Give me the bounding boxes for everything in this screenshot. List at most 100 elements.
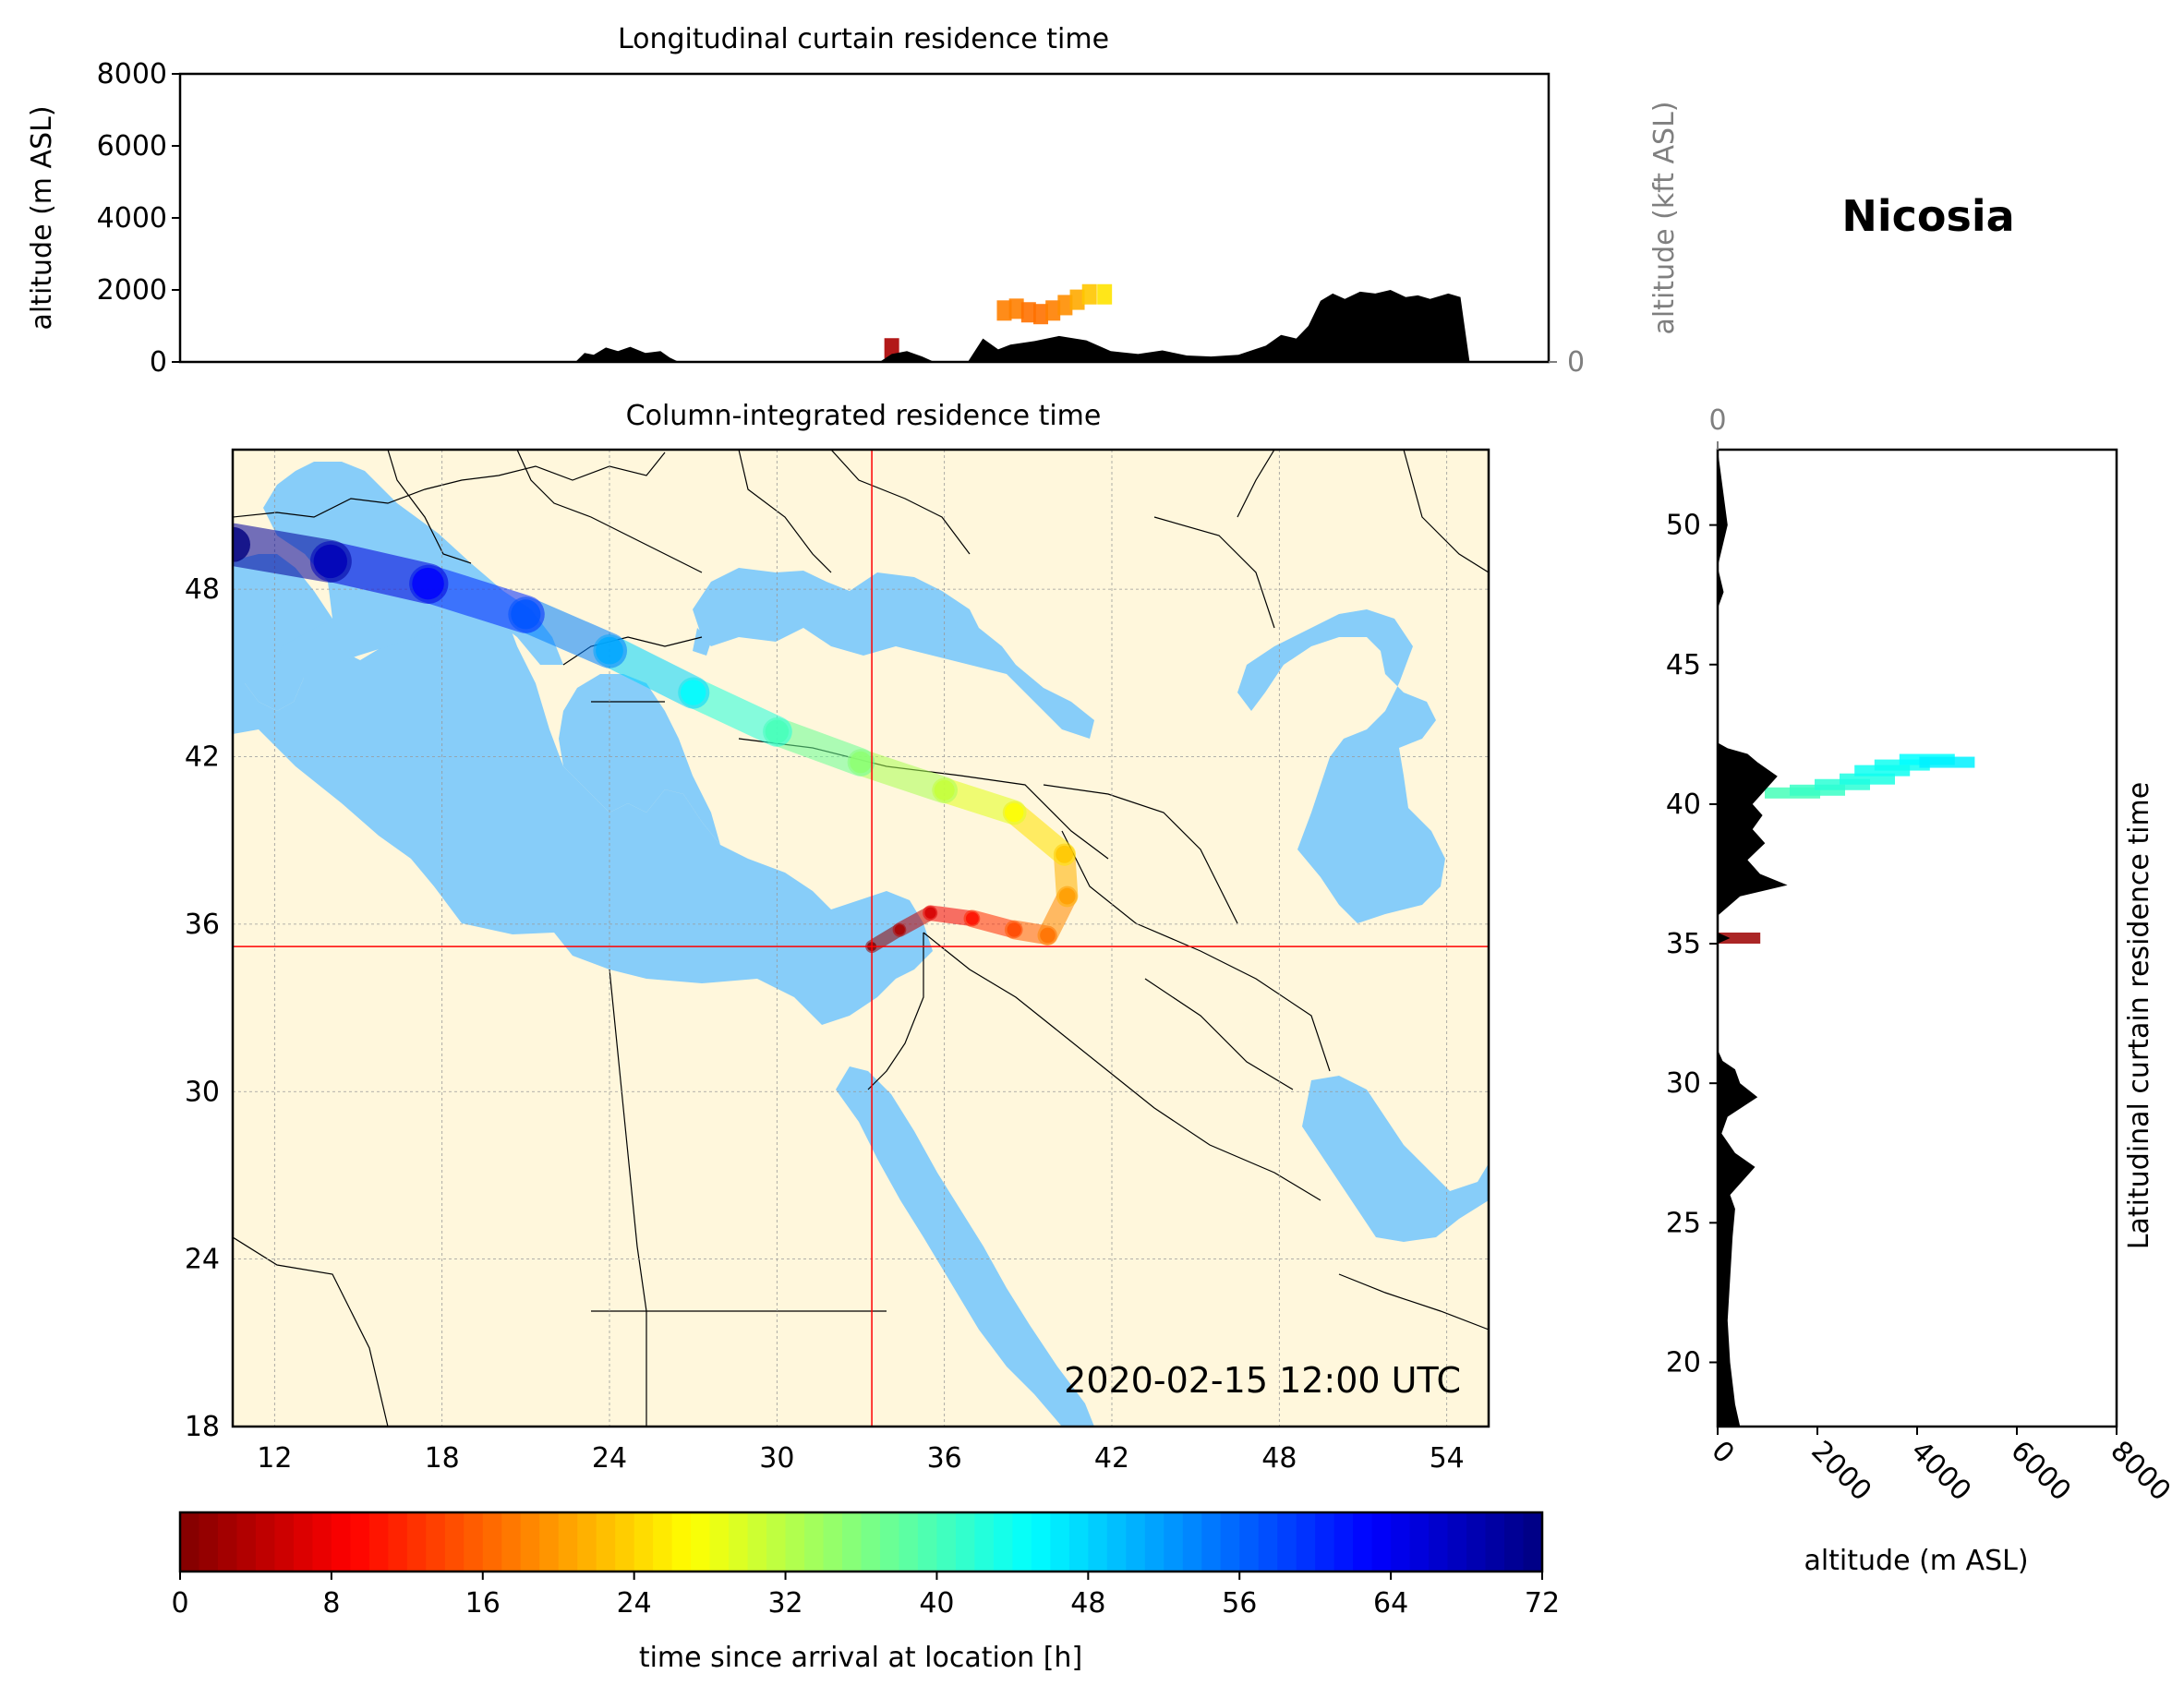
- colorbar-cell: [1182, 1512, 1202, 1572]
- latitudinal-plume-cell: [1919, 756, 1975, 768]
- colorbar-cell: [993, 1512, 1013, 1572]
- trajectory-point: [934, 779, 955, 801]
- latitudinal-secondary-x-axis: 050100: [1708, 404, 1727, 450]
- colorbar-cell: [426, 1512, 446, 1572]
- map-grid: [233, 450, 1489, 1427]
- trajectory-point: [894, 924, 905, 935]
- longitudinal-plume-cell: [1097, 283, 1113, 305]
- colorbar-cell: [1333, 1512, 1354, 1572]
- colorbar-cell: [823, 1512, 843, 1572]
- trajectory-plume: [233, 523, 1079, 954]
- map-longitude-tick-label: 36: [927, 1442, 962, 1475]
- trajectory-point: [924, 907, 936, 919]
- colorbar-cell: [1409, 1512, 1430, 1572]
- map-borders: [233, 450, 1489, 1427]
- longitudinal-y-axis-label: altitude (m ASL): [26, 105, 58, 330]
- latitudinal-plume-cell: [1840, 773, 1895, 785]
- latitudinal-y-tick-label: 45: [1666, 649, 1701, 681]
- red-sea: [836, 1066, 1094, 1427]
- trajectory-point: [1058, 887, 1076, 905]
- colorbar-cell: [464, 1512, 484, 1572]
- colorbar-cell: [539, 1512, 560, 1572]
- longitudinal-plume-cell: [996, 300, 1012, 321]
- colorbar-cell: [653, 1512, 673, 1572]
- trajectory-point: [412, 567, 444, 600]
- colorbar-cell: [350, 1512, 370, 1572]
- colorbar-cell: [1353, 1512, 1373, 1572]
- latitudinal-y-tick-label: 25: [1666, 1207, 1701, 1239]
- trajectory-point: [850, 751, 872, 774]
- timestamp-label: 2020-02-15 12:00 UTC: [1064, 1360, 1461, 1401]
- latitudinal-x-tick-label: 0: [1705, 1435, 1740, 1470]
- trajectory-point: [233, 526, 250, 562]
- colorbar-cell: [1068, 1512, 1089, 1572]
- colorbar-cell: [1315, 1512, 1335, 1572]
- longitudinal-terrain-profile: [180, 290, 1549, 362]
- colorbar-cell: [899, 1512, 919, 1572]
- colorbar-tick-label: 48: [1070, 1587, 1105, 1620]
- longitudinal-plume-cell: [1045, 300, 1061, 321]
- trajectory-segment: [847, 749, 958, 804]
- colorbar-cell: [274, 1512, 295, 1572]
- trajectory-point: [1004, 802, 1024, 823]
- map-longitude-tick-label: 48: [1261, 1442, 1297, 1475]
- map-longitude-tick-label: 30: [759, 1442, 794, 1475]
- colorbar-cell: [766, 1512, 787, 1572]
- colorbar-cell: [255, 1512, 276, 1572]
- map-latitude-tick-label: 42: [185, 741, 220, 774]
- colorbar-gradient: [180, 1512, 1543, 1572]
- colorbar-tick-label: 8: [322, 1587, 340, 1620]
- longitudinal-curtain-panel: Longitudinal curtain residence time 0 200…: [26, 23, 1681, 379]
- colorbar-tick-label: 16: [465, 1587, 501, 1620]
- colorbar-cell: [331, 1512, 351, 1572]
- trajectory-point: [1040, 927, 1056, 944]
- colorbar-label: time since arrival at location [h]: [639, 1642, 1082, 1674]
- colorbar-cell: [1126, 1512, 1146, 1572]
- trajectory-point: [965, 911, 979, 925]
- colorbar-cell: [1239, 1512, 1260, 1572]
- colorbar-cell: [180, 1512, 200, 1572]
- colorbar-cell: [804, 1512, 825, 1572]
- black-sea-strait: [693, 628, 711, 656]
- longitudinal-plume-cell: [1069, 289, 1085, 310]
- colorbar-cell: [293, 1512, 314, 1572]
- colorbar-tick-label: 56: [1222, 1587, 1257, 1620]
- longitudinal-plume-cell: [1020, 302, 1036, 323]
- caspian-sea: [1237, 609, 1445, 923]
- colorbar-cell: [1447, 1512, 1467, 1572]
- longitudinal-y-axis: 0 2000 4000 6000 8000: [97, 58, 180, 379]
- colorbar-cell: [406, 1512, 427, 1572]
- colorbar: 0 8 16 24 32 40 48 56 64 72 time since arrival at…: [171, 1511, 1560, 1674]
- colorbar-cell: [1106, 1512, 1127, 1572]
- colorbar-cell: [596, 1512, 616, 1572]
- trajectory-point: [765, 719, 790, 744]
- colorbar-cell: [633, 1512, 654, 1572]
- colorbar-cell: [1012, 1512, 1032, 1572]
- longitudinal-y-tick-label: 6000: [97, 130, 167, 163]
- colorbar-cell: [1220, 1512, 1240, 1572]
- latitudinal-plume-cell: [1718, 933, 1761, 944]
- station-label: Nicosia: [1841, 191, 2014, 241]
- column-integrated-panel: Column-integrated residence time: [185, 400, 1490, 1475]
- map-latitude-axis: 18 24 30 36 42 48: [185, 573, 220, 1443]
- map-longitude-tick-label: 12: [257, 1442, 292, 1475]
- longitudinal-y-tick-label: 0: [150, 346, 167, 379]
- map-latitude-tick-label: 30: [185, 1076, 220, 1108]
- colorbar-cell: [691, 1512, 711, 1572]
- colorbar-cell: [615, 1512, 635, 1572]
- map-longitude-tick-label: 54: [1430, 1442, 1465, 1475]
- map-longitude-tick-label: 24: [592, 1442, 627, 1475]
- colorbar-cell: [729, 1512, 749, 1572]
- colorbar-cell: [1466, 1512, 1487, 1572]
- colorbar-cell: [861, 1512, 881, 1572]
- trajectory-point: [596, 636, 623, 665]
- latitudinal-x-tick-label: 8000: [2104, 1435, 2177, 1508]
- colorbar-cell: [1485, 1512, 1505, 1572]
- longitudinal-y-tick-label: 2000: [97, 274, 167, 307]
- trajectory-point: [511, 599, 541, 630]
- colorbar-cell: [1031, 1512, 1051, 1572]
- persian-gulf: [1302, 1076, 1489, 1242]
- colorbar-cell: [1391, 1512, 1411, 1572]
- latitudinal-curtain-title: Latitudinal curtain residence time: [2123, 782, 2155, 1249]
